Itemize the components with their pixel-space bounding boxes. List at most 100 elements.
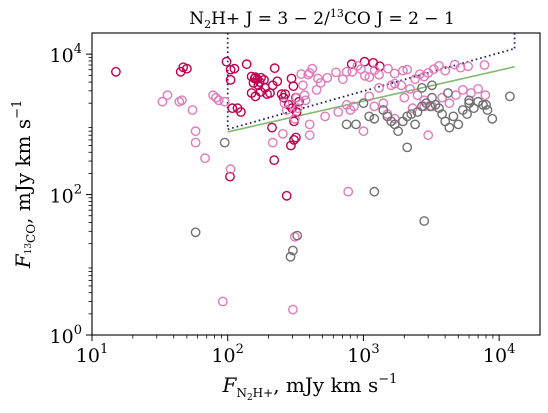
scatter-point	[457, 85, 468, 95]
scatter-point	[383, 63, 393, 74]
scatter-point	[482, 105, 493, 115]
scatter-point	[393, 126, 403, 137]
scatter-point	[378, 98, 389, 109]
scatter-point	[427, 80, 437, 91]
scatter-point	[213, 95, 224, 106]
scatter-point	[157, 96, 168, 107]
scatter-point	[225, 171, 235, 182]
scatter-point	[217, 296, 228, 307]
scatter-point	[111, 66, 121, 77]
scatter-point	[369, 101, 380, 112]
scatter-point	[225, 64, 236, 75]
scatter-point	[444, 122, 455, 133]
scatter-point	[351, 119, 361, 130]
x-tick-label: 104	[483, 342, 515, 367]
scatter-point	[481, 99, 491, 110]
scatter-point	[473, 84, 483, 94]
scatter-point	[341, 66, 352, 77]
scatter-point	[292, 230, 303, 241]
scatter-point	[343, 186, 354, 197]
scatter-point	[402, 142, 413, 153]
scatter-point	[389, 68, 400, 79]
scatter-point	[374, 83, 384, 93]
y-axis-label: F13CO, mJy km s−1	[10, 100, 38, 270]
scatter-point	[311, 85, 322, 95]
scatter-point	[479, 60, 490, 70]
scatter-point	[256, 72, 266, 83]
scatter-point	[423, 130, 434, 141]
scatter-point	[304, 130, 315, 141]
scatter-point	[364, 111, 375, 122]
scatter-point	[190, 227, 201, 238]
scatter-point	[289, 134, 299, 145]
scatter-point	[289, 113, 300, 124]
scatter-point	[297, 80, 308, 91]
scatter-point	[455, 62, 466, 73]
scatter-point	[208, 90, 219, 101]
scatter-point	[281, 190, 292, 201]
scatter-point	[241, 59, 252, 70]
scatter-point	[187, 105, 198, 115]
scatter-point	[487, 113, 498, 124]
scatter-point	[211, 92, 221, 103]
scatter-point	[333, 107, 344, 117]
scatter-point	[444, 98, 455, 109]
scatter-point	[369, 113, 380, 124]
scatter-point	[277, 128, 288, 139]
scatter-point	[406, 109, 417, 120]
scatter-point	[320, 111, 330, 122]
y-tick-label: 102	[50, 183, 82, 208]
x-tick-label: 102	[211, 342, 243, 367]
scatter-point	[225, 75, 236, 85]
scatter-point	[287, 304, 298, 315]
scatter-point	[349, 101, 359, 112]
x-axis-label: FN2H+, mJy km s−1	[222, 372, 398, 403]
scatter-point	[181, 63, 192, 74]
scatter-point	[288, 81, 299, 92]
scatter-point	[331, 67, 341, 78]
scatter-point	[267, 122, 277, 133]
scatter-point	[190, 137, 201, 148]
scatter-point	[440, 116, 451, 127]
scatter-point	[434, 61, 444, 71]
scatter-point	[162, 90, 173, 101]
scatter-point	[219, 137, 230, 148]
scatter-point	[389, 78, 400, 89]
scatter-point	[304, 119, 315, 130]
scatter-point	[285, 251, 296, 262]
scatter-point	[278, 92, 289, 103]
scatter-point	[290, 132, 301, 143]
scatter-point	[279, 98, 290, 109]
scatter-point	[176, 95, 187, 106]
scatter-point	[225, 164, 236, 175]
scatter-point	[269, 155, 280, 166]
chart-title: N2H+ J = 3 − 2/13CO J = 2 − 1	[189, 7, 455, 31]
scatter-point	[397, 65, 408, 76]
scatter-point	[227, 103, 238, 114]
scatter-point	[358, 126, 369, 137]
scatter-point	[504, 91, 515, 102]
scatter-point	[346, 59, 357, 70]
scatter-point	[428, 64, 439, 75]
scatter-point	[267, 137, 278, 148]
scatter-point	[315, 78, 326, 88]
scatter-point	[449, 59, 460, 70]
x-tick-label: 103	[347, 342, 379, 367]
scatter-point	[300, 95, 311, 106]
scatter-point	[287, 245, 298, 256]
scatter-point	[430, 99, 441, 110]
scatter-point	[359, 56, 370, 67]
scatter-point	[364, 72, 375, 83]
scatter-point	[285, 140, 296, 151]
scatter-point	[272, 76, 283, 87]
scatter-point	[396, 80, 407, 91]
scatter-point	[219, 96, 230, 107]
scatter-point	[269, 63, 280, 74]
scatter-point	[402, 64, 413, 75]
scatter-point	[347, 66, 358, 77]
y-tick-label: 100	[50, 323, 82, 348]
scatter-point	[221, 56, 232, 67]
scatter-point	[374, 69, 384, 80]
scatter-point	[283, 99, 294, 110]
